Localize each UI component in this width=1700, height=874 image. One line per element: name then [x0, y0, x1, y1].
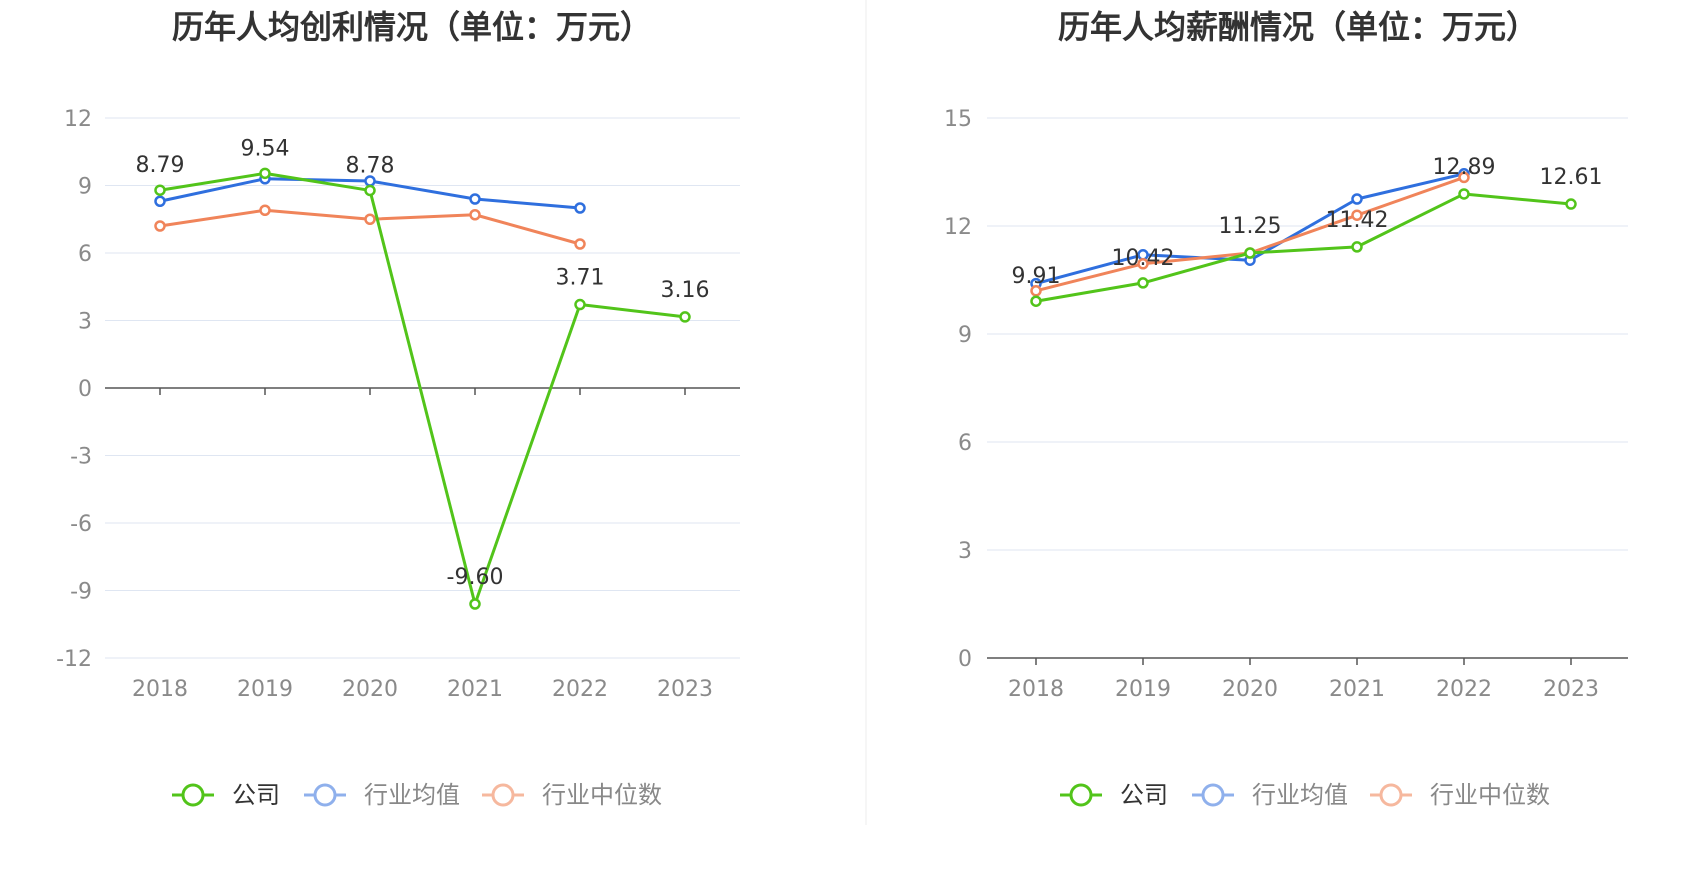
y-tick-label: 12 [64, 107, 92, 132]
data-point-company[interactable] [1030, 295, 1042, 307]
legend-label-industry-median: 行业中位数 [1430, 781, 1550, 809]
salary-grid [987, 117, 1628, 551]
y-tick-label: 12 [944, 215, 972, 240]
data-label: -9.60 [447, 565, 504, 590]
x-tick-label: 2020 [1222, 677, 1278, 702]
data-point-industry-median[interactable] [1351, 209, 1363, 221]
salary-axes: 15 12 9 6 3 0 2018 2019 2020 2021 2022 2023 [944, 107, 1628, 702]
profit-series [154, 167, 691, 610]
data-point-industry-avg[interactable] [574, 202, 586, 214]
y-tick-label: 9 [958, 323, 972, 348]
data-point-industry-median[interactable] [364, 213, 376, 225]
data-label: 9.54 [241, 136, 290, 161]
x-tick-label: 2023 [1543, 677, 1599, 702]
data-point-company[interactable] [1244, 247, 1256, 259]
data-label: 3.16 [661, 278, 710, 303]
y-tick-label: -3 [70, 445, 92, 470]
y-tick-label: 6 [78, 242, 92, 267]
data-point-company[interactable] [1458, 188, 1470, 200]
profit-axes: 12 9 6 3 0 -3 -6 -9 -12 2018 2019 2020 2021 2022 2023 [56, 107, 740, 702]
data-label: 8.78 [346, 153, 395, 178]
legend-item-company[interactable]: 公司 [172, 781, 280, 809]
data-point-company[interactable] [1137, 277, 1149, 289]
salary-data-labels: 9.91 10.42 11.25 11.42 12.89 12.61 [1012, 155, 1603, 289]
legend-label-industry-median: 行业中位数 [542, 781, 662, 809]
data-point-industry-avg[interactable] [469, 193, 481, 205]
data-label: 11.25 [1219, 214, 1282, 239]
data-label: 12.89 [1433, 155, 1496, 180]
data-point-industry-median[interactable] [574, 238, 586, 250]
legend-label-company: 公司 [1120, 781, 1168, 809]
x-tick-label: 2018 [1008, 677, 1064, 702]
legend-label-company: 公司 [232, 781, 280, 809]
salary-chart-panel: 历年人均薪酬情况（单位：万元） 15 12 9 6 3 0 2018 2019 2020 2021… [944, 8, 1628, 809]
data-point-industry-median[interactable] [1458, 171, 1470, 184]
y-tick-label: 6 [958, 431, 972, 456]
legend-label-industry-avg: 行业均值 [1252, 781, 1348, 809]
y-tick-label: -12 [56, 647, 92, 672]
y-tick-label: 15 [944, 107, 972, 132]
x-tick-label: 2021 [1329, 677, 1385, 702]
legend-item-industry-avg[interactable]: 行业均值 [1192, 781, 1348, 809]
profit-chart-title: 历年人均创利情况（单位：万元） [172, 8, 652, 46]
y-tick-label: 3 [78, 310, 92, 335]
x-tick-label: 2023 [657, 677, 713, 702]
x-tick-label: 2022 [552, 677, 608, 702]
data-point-company[interactable] [469, 598, 481, 610]
data-point-industry-median[interactable] [154, 220, 166, 232]
y-tick-label: 0 [78, 377, 92, 402]
series-line-company [159, 171, 686, 606]
data-point-company[interactable] [1565, 198, 1577, 210]
data-label: 10.42 [1112, 246, 1175, 271]
profit-legend: 公司 行业均值 行业中位数 [172, 781, 662, 809]
x-tick-label: 2021 [447, 677, 503, 702]
data-point-industry-median[interactable] [1137, 258, 1149, 270]
y-tick-label: 3 [958, 539, 972, 564]
data-point-industry-median[interactable] [1030, 285, 1042, 297]
data-point-company[interactable] [259, 167, 271, 180]
data-label: 11.42 [1326, 208, 1389, 233]
profit-chart-panel: 历年人均创利情况（单位：万元） 12 9 6 3 0 -3 -6 -9 -12 2018 2019 2… [56, 8, 740, 809]
data-point-industry-avg[interactable] [154, 195, 166, 207]
x-tick-label: 2018 [132, 677, 188, 702]
data-label: 8.79 [136, 153, 185, 178]
data-point-industry-median[interactable] [469, 209, 481, 221]
x-tick-label: 2022 [1436, 677, 1492, 702]
legend-item-industry-avg[interactable]: 行业均值 [304, 781, 460, 809]
salary-chart-title: 历年人均薪酬情况（单位：万元） [1058, 8, 1538, 46]
data-point-industry-avg[interactable] [1351, 193, 1363, 205]
legend-item-industry-median[interactable]: 行业中位数 [1370, 781, 1550, 809]
y-tick-label: 9 [78, 175, 92, 200]
data-label: 12.61 [1540, 165, 1603, 190]
series-line-company [1035, 192, 1572, 303]
x-tick-label: 2019 [237, 677, 293, 702]
y-tick-label: -9 [70, 580, 92, 605]
legend-item-industry-median[interactable]: 行业中位数 [482, 781, 662, 809]
data-label: 3.71 [556, 266, 605, 291]
data-point-company[interactable] [574, 298, 586, 311]
data-point-company[interactable] [1351, 241, 1363, 253]
legend-item-company[interactable]: 公司 [1060, 781, 1168, 809]
profit-grid [105, 117, 740, 659]
y-tick-label: -6 [70, 512, 92, 537]
data-point-industry-median[interactable] [259, 204, 271, 216]
x-tick-label: 2020 [342, 677, 398, 702]
data-point-company[interactable] [364, 184, 376, 197]
data-point-company[interactable] [154, 184, 166, 196]
salary-legend: 公司 行业均值 行业中位数 [1060, 781, 1550, 809]
salary-series [1030, 168, 1577, 307]
x-tick-label: 2019 [1115, 677, 1171, 702]
y-tick-label: 0 [958, 647, 972, 672]
data-point-company[interactable] [679, 311, 691, 323]
profit-data-labels: 8.79 9.54 8.78 -9.60 3.71 3.16 [136, 136, 710, 590]
data-label: 9.91 [1012, 264, 1061, 289]
legend-label-industry-avg: 行业均值 [364, 781, 460, 809]
